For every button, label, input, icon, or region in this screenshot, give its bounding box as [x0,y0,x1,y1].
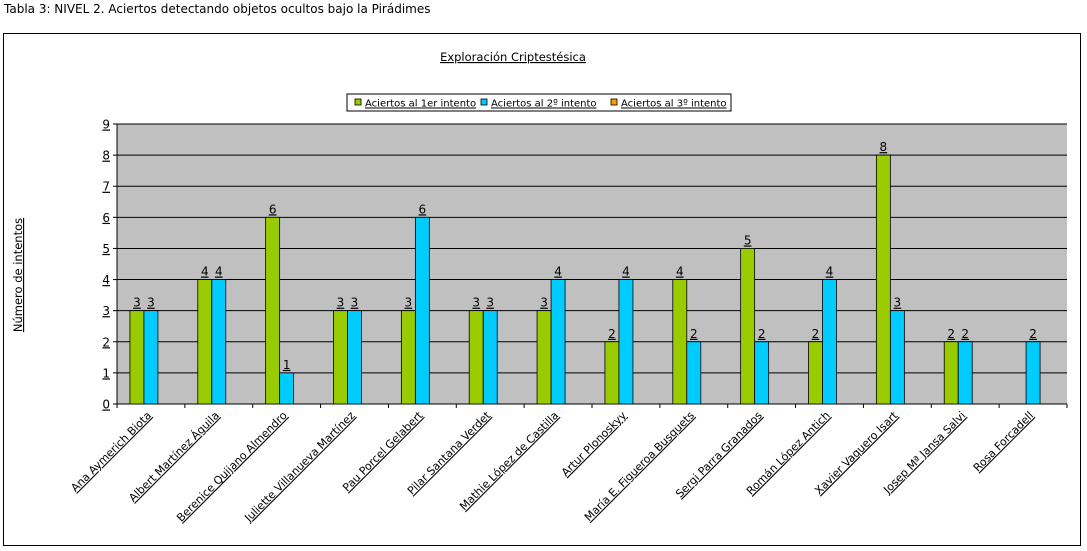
data-label-series1: 2 [812,327,820,341]
table-caption: Tabla 3: NIVEL 2. Aciertos detectando ob… [4,2,431,16]
x-tick-label: Juliette Villanueva Martínez [241,409,357,525]
y-tick-label-4: 4 [102,273,110,287]
y-tick-label-2: 2 [102,335,110,349]
data-label-series2: 3 [147,296,155,310]
y-tick-label-0: 0 [102,398,110,412]
data-label-series1: 2 [608,327,616,341]
bar-series1 [943,341,959,405]
data-label-series2: 4 [622,265,630,279]
legend-swatch-3 [610,98,618,106]
data-label-series1: 3 [472,296,480,310]
bar-series2 [550,279,566,405]
bar-series2 [618,279,634,405]
bar-series1 [333,310,348,405]
bar-series2 [482,310,498,405]
bar-series1 [875,154,891,405]
data-label-series1: 8 [880,140,888,154]
data-label-series2: 2 [690,327,698,341]
legend-swatch-1 [354,98,362,106]
y-axis-label: Número de intentos [11,218,25,332]
legend-label-3: Aciertos al 3º intento [621,99,727,110]
data-label-series2: 3 [351,296,359,310]
data-label-series1: 6 [269,202,277,216]
data-label-series2: 4 [826,265,834,279]
data-label-series1: 3 [133,296,141,310]
x-tick-label: Berenice Quijano Almendro [174,409,290,525]
x-tick-label: Artur Plonoskyy [559,409,629,479]
x-tick-label: Rosa Forcadell [971,409,1036,474]
y-tick-label-5: 5 [102,242,110,256]
data-label-series1: 3 [337,296,345,310]
data-label-series2: 4 [215,265,223,279]
bar-series1 [400,310,416,405]
data-label-series1: 3 [540,296,548,310]
x-tick-label: María E. Figueroa Busquets [582,409,697,524]
data-label-series2: 2 [961,327,969,341]
bar-series1 [197,279,213,405]
bar-series1 [672,279,688,405]
bar-series1 [604,341,620,405]
bar-series2 [279,372,295,405]
data-label-series1: 2 [947,327,955,341]
bar-series1 [468,310,484,405]
bar-series1 [536,310,552,405]
bar-series2 [822,279,837,405]
chart-title: Exploración Criptestésica [440,50,586,64]
y-tick-label-3: 3 [102,304,110,318]
bar-series2 [143,310,159,405]
legend-label-1: Aciertos al 1er intento [365,99,476,110]
bar-chart: Exploración Criptestésica Aciertos al 1er… [11,50,1068,525]
bar-series2 [1025,341,1041,405]
data-label-series2: 4 [554,265,562,279]
data-label-series2: 3 [894,296,902,310]
legend-box [346,93,732,112]
y-tick-label-9: 9 [102,118,110,132]
data-label-series2: 2 [1029,327,1037,341]
y-tick-label-8: 8 [102,149,110,163]
y-tick-label-6: 6 [102,211,110,225]
bar-series2 [686,341,702,405]
data-label-series2: 2 [758,327,766,341]
data-label-series1: 5 [744,233,752,247]
y-tick-label-7: 7 [102,180,110,194]
bar-series2 [957,341,973,405]
bar-series2 [889,310,905,405]
bar-series2 [347,310,362,405]
y-tick-label-1: 1 [102,366,110,380]
data-label-series2: 3 [486,296,494,310]
bar-series1 [808,341,823,405]
bar-series1 [129,310,145,405]
data-label-series2: 1 [283,358,291,372]
legend-label-2: Aciertos al 2º intento [491,99,597,110]
bar-series1 [265,216,281,405]
bar-series2 [414,216,430,405]
bar-series2 [754,341,770,405]
data-label-series1: 4 [676,265,684,279]
chart-frame: Exploración Criptestésica Aciertos al 1er… [3,33,1081,546]
bar-series2 [211,279,227,405]
plot-area [117,124,1067,404]
bar-series1 [740,248,756,405]
data-label-series1: 4 [201,265,209,279]
data-label-series1: 3 [405,296,413,310]
legend-swatch-2 [480,98,488,106]
data-label-series2: 6 [419,202,427,216]
